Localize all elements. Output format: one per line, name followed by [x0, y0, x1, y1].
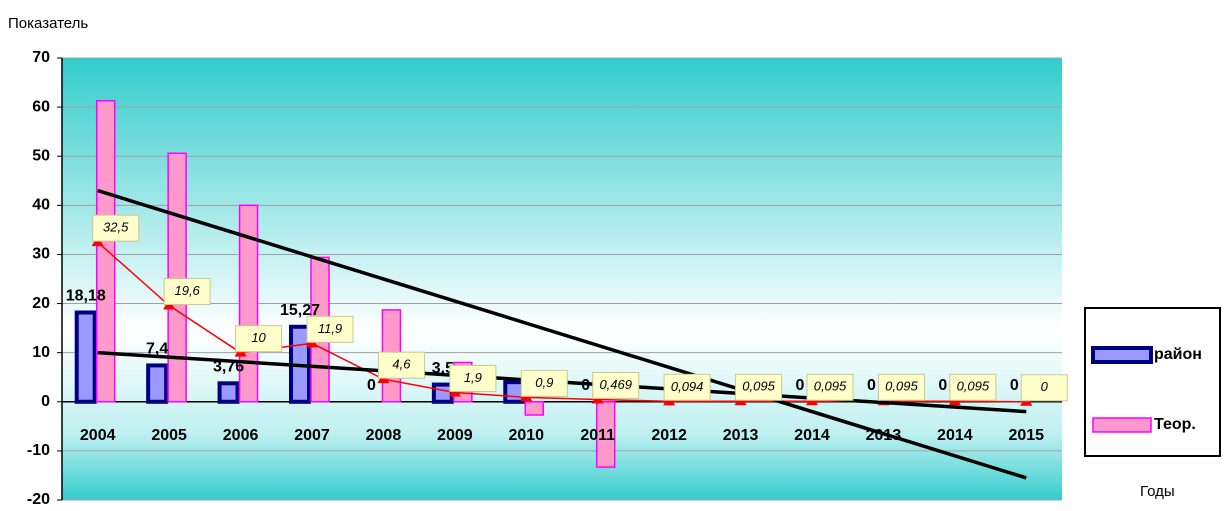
data-label-box: [949, 373, 997, 401]
y-tick-label: 30: [32, 246, 50, 263]
data-label-box: [235, 325, 283, 353]
data-label: 0: [1010, 377, 1019, 394]
data-label-box: [306, 315, 354, 343]
data-label-box: [1020, 374, 1068, 402]
bar: [503, 380, 526, 404]
data-label: 15,27: [280, 302, 320, 319]
y-tick-label: 20: [32, 295, 50, 312]
y-tick-label: 0: [41, 393, 50, 410]
bar: [167, 152, 187, 403]
x-tick-label: 2014: [794, 427, 830, 444]
data-label: 3,76: [213, 359, 244, 376]
data-label: 0: [867, 377, 876, 394]
data-label-box: [520, 369, 568, 397]
legend: [1084, 307, 1221, 457]
data-label: 0: [581, 377, 590, 394]
x-tick-label: 2013: [866, 427, 902, 444]
data-label: 0,094: [671, 379, 704, 394]
legend-swatch: [1091, 346, 1153, 364]
data-label: 0: [796, 377, 805, 394]
x-tick-label: 2013: [723, 427, 759, 444]
data-label: 0: [367, 377, 376, 394]
x-axis-title: Годы: [1140, 483, 1175, 500]
bar: [431, 382, 454, 404]
data-label-box: [806, 373, 854, 401]
legend-label: район: [1154, 346, 1202, 363]
plot-area: [62, 58, 1062, 500]
bar: [146, 363, 169, 404]
x-tick-label: 2006: [223, 427, 259, 444]
data-label-box: [735, 373, 783, 401]
y-tick-label: -10: [27, 442, 50, 459]
data-label: 0: [1041, 379, 1049, 394]
data-label: 0,095: [885, 379, 918, 394]
data-label: 7,4: [146, 341, 168, 358]
y-tick-label: 10: [32, 344, 50, 361]
data-label: 18,18: [66, 288, 106, 305]
bar: [595, 401, 616, 468]
y-tick-label: -20: [27, 491, 50, 506]
data-label-box: [377, 351, 425, 379]
data-label: 0,095: [814, 379, 847, 394]
data-label: 0: [938, 377, 947, 394]
data-label-box: [92, 214, 140, 242]
data-label: 10: [251, 330, 266, 345]
data-label: 19,6: [174, 283, 200, 298]
bar: [217, 381, 240, 404]
data-label-box: [449, 364, 497, 392]
x-tick-label: 2011: [580, 427, 615, 444]
data-label: 0,095: [742, 379, 775, 394]
bar: [74, 310, 97, 404]
y-tick-label: 40: [32, 197, 50, 214]
data-label: 4,6: [392, 357, 411, 372]
x-tick-label: 2008: [366, 427, 402, 444]
legend-swatch: [1092, 417, 1152, 433]
y-tick-label: 70: [32, 49, 50, 66]
x-tick-label: 2015: [1008, 427, 1044, 444]
data-label: 1,9: [464, 370, 482, 385]
data-label: 11,9: [318, 321, 342, 336]
data-label-box: [592, 371, 640, 399]
data-label-box: [663, 373, 711, 401]
data-label-box: [877, 373, 925, 401]
x-tick-label: 2010: [508, 427, 544, 444]
x-tick-label: 2012: [651, 427, 687, 444]
legend-label: Теор.: [1154, 416, 1196, 433]
data-label: 0,9: [535, 375, 553, 390]
bar: [524, 401, 545, 416]
data-label: 0,095: [957, 379, 990, 394]
x-tick-label: 2004: [80, 427, 116, 444]
trendline: [97, 188, 1027, 480]
x-tick-label: 2009: [437, 427, 473, 444]
data-label: 0,469: [599, 377, 632, 392]
data-label-box: [163, 278, 211, 306]
data-label: 3,5: [432, 360, 454, 377]
x-tick-label: 2014: [937, 427, 973, 444]
y-tick-label: 60: [32, 98, 50, 115]
x-tick-label: 2005: [151, 427, 187, 444]
x-tick-label: 2007: [294, 427, 330, 444]
bar: [95, 99, 116, 403]
y-tick-label: 50: [32, 147, 50, 164]
data-label: 32,5: [103, 220, 129, 235]
y-axis-title: Показатель: [8, 15, 88, 32]
